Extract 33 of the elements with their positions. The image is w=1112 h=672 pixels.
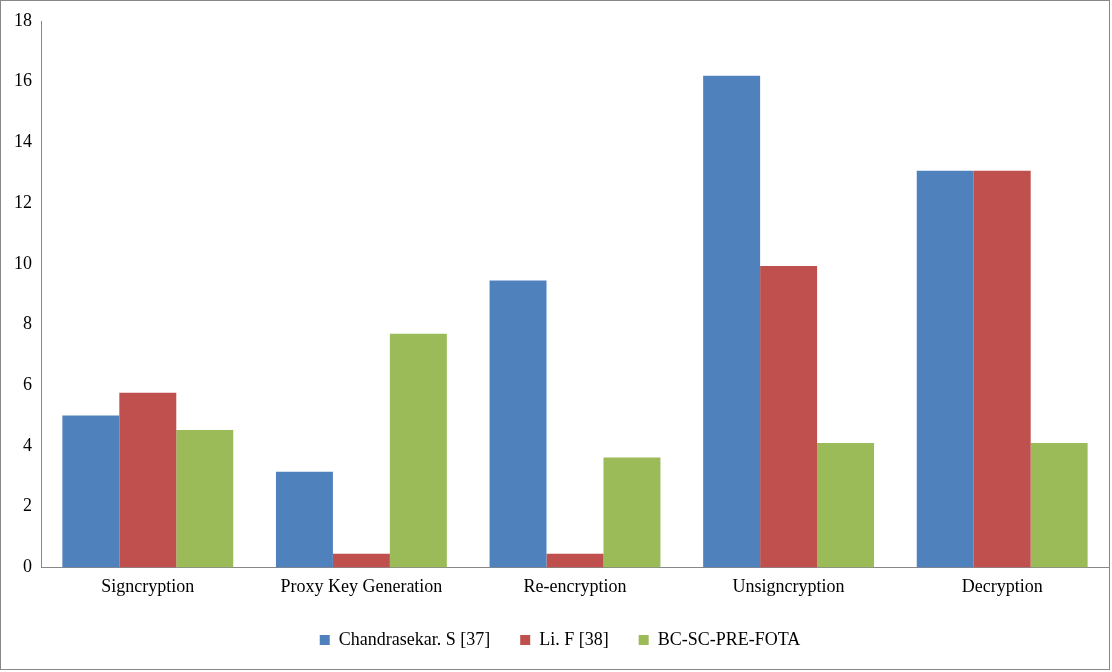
bar <box>916 170 974 568</box>
y-tick-label: 8 <box>23 313 32 334</box>
y-tick-label: 6 <box>23 374 32 394</box>
bar <box>119 392 177 568</box>
legend-label: Chandrasekar. S [37] <box>338 628 491 649</box>
x-tick-label: Proxy Key Generation <box>280 575 443 596</box>
bar <box>603 457 661 568</box>
legend-label: BC-SC-PRE-FOTA <box>657 628 801 649</box>
y-tick-label: 14 <box>14 131 32 152</box>
bar <box>389 333 447 568</box>
x-tick-label: Unsigncryption <box>732 575 845 596</box>
bar <box>703 75 761 568</box>
x-tick-label: Re-encryption <box>523 575 627 596</box>
bar <box>1030 442 1088 568</box>
x-tick-label: Decryption <box>961 575 1043 596</box>
bar <box>817 442 875 568</box>
bar <box>973 170 1031 568</box>
bar <box>546 553 604 568</box>
bar <box>176 429 234 568</box>
y-tick-label: 12 <box>14 191 32 212</box>
y-tick-label: 0 <box>23 556 32 577</box>
bar <box>489 280 547 568</box>
bar <box>62 415 120 568</box>
y-tick-label: 4 <box>23 434 32 455</box>
y-tick-label: 2 <box>23 495 32 516</box>
y-tick-label: 10 <box>14 252 32 273</box>
y-tick-label: 18 <box>14 9 32 30</box>
bar <box>275 471 333 568</box>
y-tick-label: 16 <box>14 70 32 91</box>
bar <box>332 553 390 568</box>
bar <box>760 265 818 568</box>
x-tick-label: Signcryption <box>101 575 195 596</box>
legend-label: Li. F [38] <box>539 628 609 649</box>
